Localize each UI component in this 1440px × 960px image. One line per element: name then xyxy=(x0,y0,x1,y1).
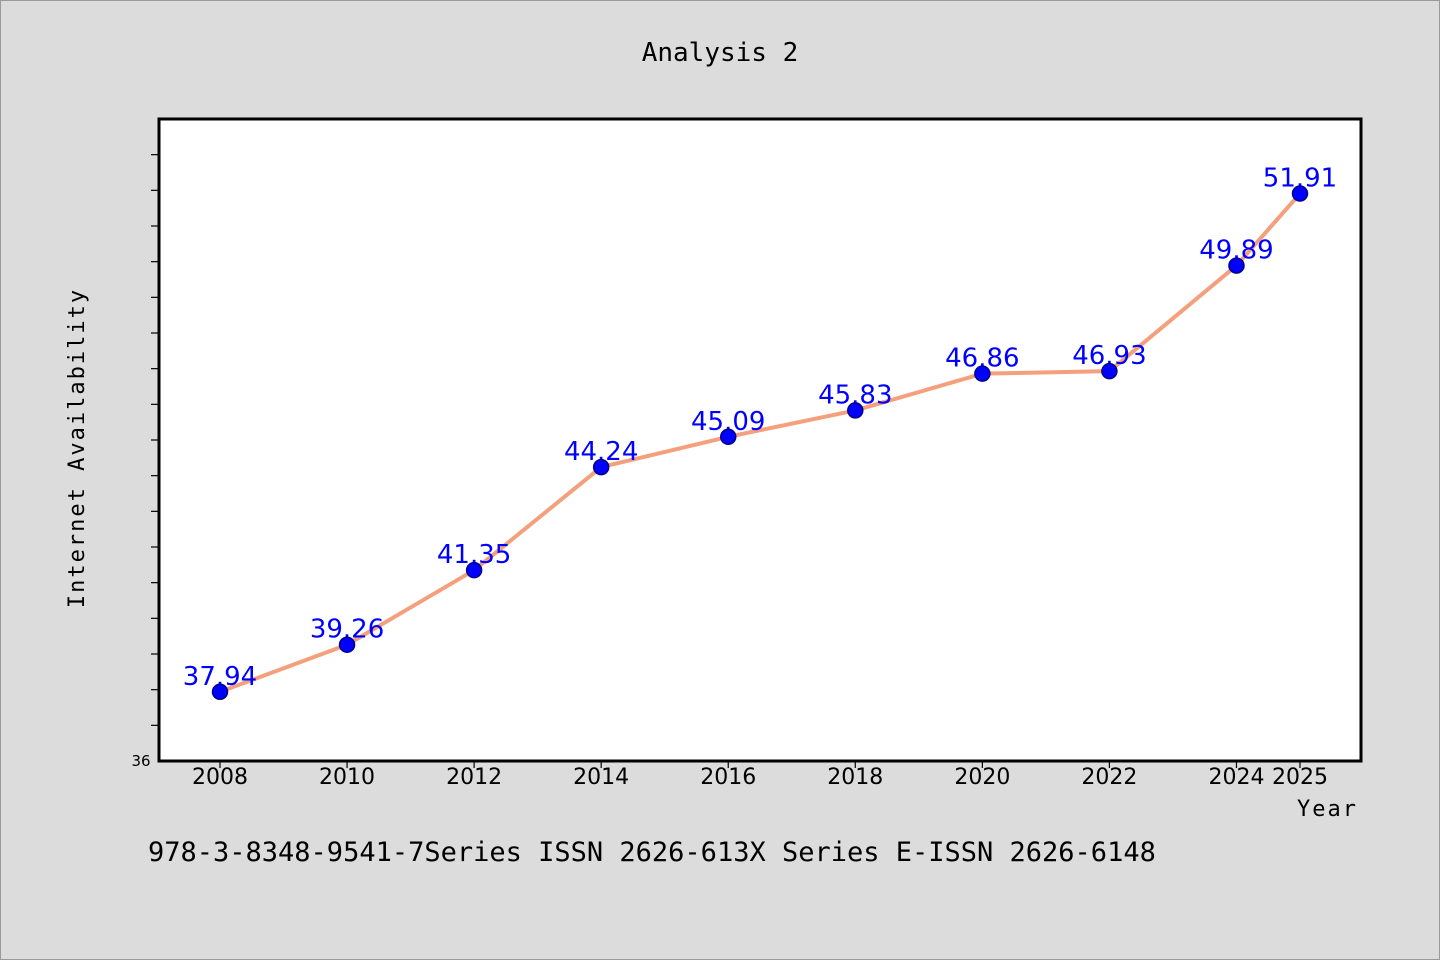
data-point xyxy=(1101,362,1118,380)
plot-area xyxy=(157,117,1363,763)
data-point xyxy=(719,428,737,446)
x-axis-label: Year xyxy=(1297,797,1358,822)
data-point xyxy=(211,683,229,701)
x-tick-label: 2008 xyxy=(192,765,248,790)
x-tick-label: 2016 xyxy=(700,765,756,790)
x-tick-label: 2010 xyxy=(319,765,375,790)
chart-title: Analysis 2 xyxy=(642,38,799,68)
data-point xyxy=(1228,257,1245,274)
data-point xyxy=(974,365,991,382)
footer-isbn-text: 978-3-8348-9541-7Series ISSN 2626-613X S… xyxy=(148,837,1156,868)
data-point xyxy=(592,458,610,476)
y-axis-ticks xyxy=(151,154,159,726)
x-tick-label: 2022 xyxy=(1081,765,1137,790)
x-axis-ticks: 2008 2010 2012 2014 2016 2018 2020 2022 2024 2025 xyxy=(192,761,1328,790)
x-tick-label: 2012 xyxy=(446,765,502,790)
x-tick-label: 2014 xyxy=(573,765,629,790)
data-point xyxy=(465,561,483,579)
data-point xyxy=(847,402,864,419)
y-axis-min-label: 36 xyxy=(131,752,150,770)
data-point xyxy=(338,636,356,653)
data-point xyxy=(1291,185,1309,202)
x-tick-label: 2025 xyxy=(1272,765,1328,790)
y-axis-label: Internet Availability xyxy=(65,288,90,608)
x-tick-label: 2024 xyxy=(1208,765,1264,790)
x-tick-label: 2018 xyxy=(827,765,883,790)
x-tick-label: 2020 xyxy=(954,765,1010,790)
series-line xyxy=(218,191,1302,694)
